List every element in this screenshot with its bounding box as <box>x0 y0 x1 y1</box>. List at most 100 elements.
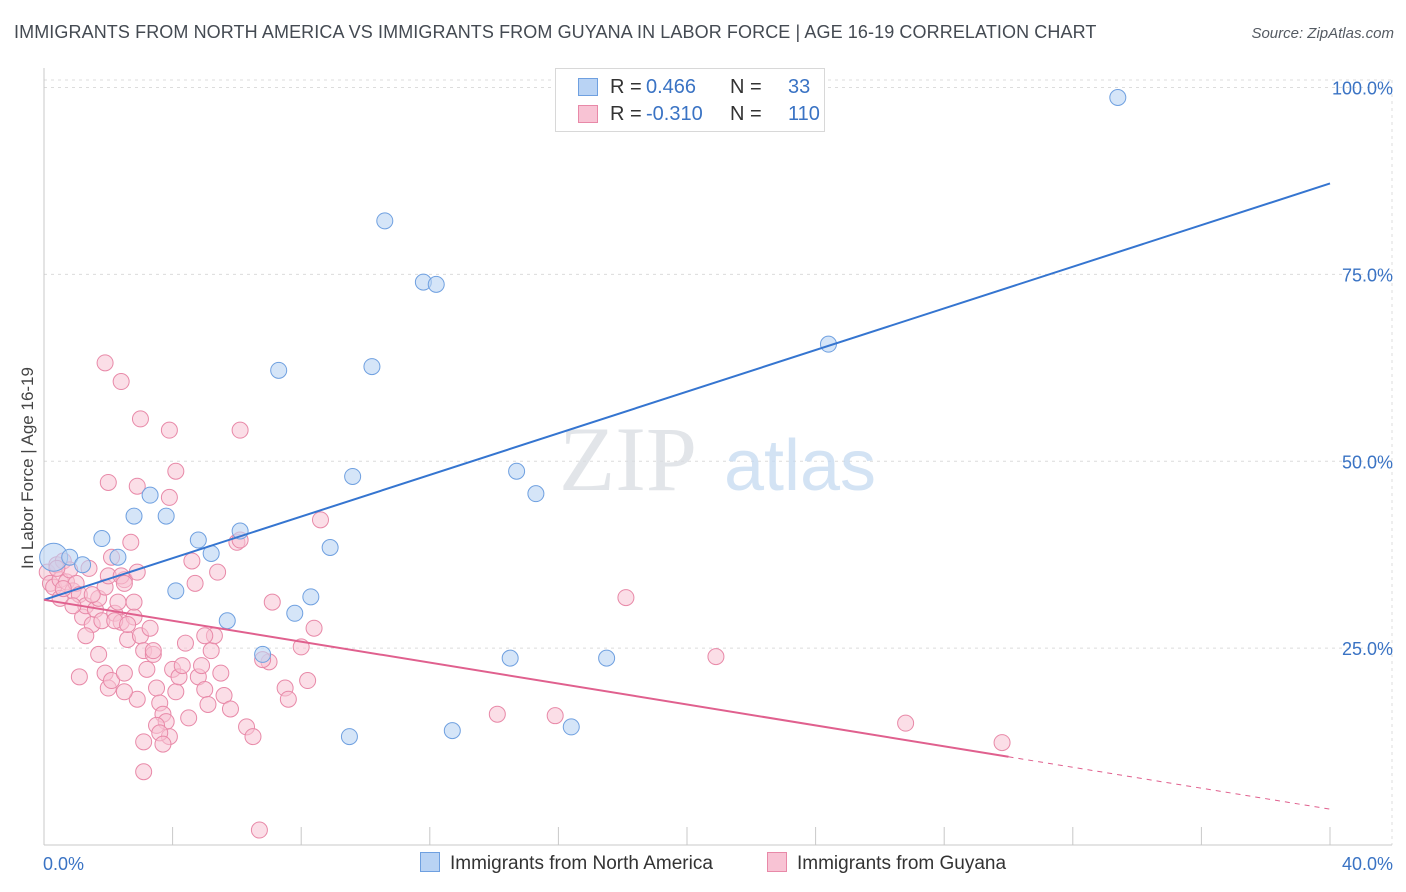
guyana-point <box>96 354 114 372</box>
guyana-point <box>70 668 88 686</box>
guyana-point <box>103 672 121 690</box>
guyana-point <box>115 664 133 682</box>
guyana-point <box>135 733 153 751</box>
watermark-atlas: atlas <box>724 426 876 506</box>
north-america-point <box>286 604 304 622</box>
north-america-point <box>340 728 358 746</box>
guyana-point <box>212 664 230 682</box>
north-america-point <box>427 275 445 293</box>
legend-n-label: N = <box>730 103 762 125</box>
legend-r-label: R = <box>610 76 642 98</box>
guyana-point <box>221 700 239 718</box>
guyana-point <box>263 593 281 611</box>
north-america-point <box>1109 89 1127 106</box>
guyana-point <box>231 421 249 439</box>
guyana-point <box>138 660 156 678</box>
legend-n-label: N = <box>730 76 762 98</box>
tick-labels: 25.0% 50.0% 75.0% 100.0% 0.0% 40.0% <box>43 79 1393 875</box>
guyana-point <box>154 735 172 753</box>
guyana-point <box>128 477 146 495</box>
guyana-point <box>119 615 137 633</box>
guyana-point <box>196 627 214 645</box>
north-america-point <box>302 588 320 606</box>
guyana-point <box>176 634 194 652</box>
north-america-point <box>344 467 362 485</box>
trend-lines <box>43 182 1331 810</box>
y-tick-label: 25.0% <box>1342 639 1393 659</box>
guyana-point <box>115 683 133 701</box>
y-tick-label: 100.0% <box>1332 79 1393 99</box>
north-america-point <box>125 507 143 525</box>
guyana-point <box>305 619 323 637</box>
north-america-point <box>189 531 207 549</box>
guyana-point <box>199 695 217 713</box>
north-america-point <box>501 649 519 667</box>
guyana-point <box>186 574 204 592</box>
guyana-point <box>99 473 117 491</box>
north-america-point <box>109 548 127 566</box>
legend-r-value: -0.310 <box>646 103 703 125</box>
north-america-point <box>443 722 461 740</box>
guyana-point <box>244 728 262 746</box>
guyana-point <box>167 683 185 701</box>
guyana-point <box>122 533 140 551</box>
legend-n-value: 33 <box>788 76 811 98</box>
bottom-legend-swatch-north-america <box>420 852 440 872</box>
north-america-point <box>562 718 580 736</box>
guyana-point <box>135 763 153 781</box>
north-america-point <box>270 361 288 379</box>
guyana-point <box>311 511 329 529</box>
series-guyana-points <box>38 354 1011 839</box>
guyana-point <box>617 589 635 607</box>
guyana-trend-extension <box>1008 756 1331 810</box>
north-america-point <box>141 486 159 504</box>
north-america-trend-line <box>43 182 1331 601</box>
guyana-point <box>707 648 725 666</box>
guyana-point <box>167 462 185 480</box>
north-america-point <box>218 612 236 630</box>
guyana-trend-line <box>43 598 1009 758</box>
guyana-point <box>202 642 220 660</box>
correlation-legend: R = 0.466 N = 33 R = -0.310 N = 110 <box>555 68 825 132</box>
legend-n-value: 110 <box>788 103 820 125</box>
y-axis-label: In Labor Force | Age 16-19 <box>18 367 37 569</box>
y-tick-label: 50.0% <box>1342 452 1393 472</box>
north-america-point <box>157 507 175 525</box>
guyana-point <box>183 552 201 570</box>
legend-swatch-north-america <box>578 78 598 96</box>
guyana-point <box>141 619 159 637</box>
guyana-point <box>279 690 297 708</box>
source-credit: Source: ZipAtlas.com <box>1251 25 1394 42</box>
guyana-point <box>299 672 317 690</box>
north-america-point <box>167 582 185 600</box>
bottom-legend-swatch-guyana <box>767 852 787 872</box>
north-america-point <box>508 462 526 480</box>
guyana-point <box>209 563 227 581</box>
guyana-point <box>144 642 162 660</box>
guyana-point <box>131 410 149 428</box>
x-tick-label: 0.0% <box>43 854 84 874</box>
legend-swatch-guyana <box>578 105 598 123</box>
guyana-point <box>196 681 214 699</box>
x-tick-label: 40.0% <box>1342 854 1393 874</box>
guyana-point <box>115 574 133 592</box>
north-america-point <box>527 485 545 503</box>
bottom-legend-guyana: Immigrants from Guyana <box>767 852 1006 875</box>
guyana-point <box>173 657 191 675</box>
guyana-point <box>546 707 564 725</box>
legend-r-label: R = <box>610 103 642 125</box>
guyana-point <box>897 714 915 732</box>
guyana-point <box>193 657 211 675</box>
guyana-point <box>180 709 198 727</box>
guyana-point <box>77 627 95 645</box>
guyana-point <box>128 690 146 708</box>
bottom-legend-north-america: Immigrants from North America <box>420 852 713 875</box>
axes <box>43 68 1392 846</box>
north-america-point <box>61 548 79 566</box>
chart-title: IMMIGRANTS FROM NORTH AMERICA VS IMMIGRA… <box>14 22 1097 42</box>
guyana-point <box>148 679 166 697</box>
guyana-point <box>109 593 127 611</box>
series-north-america-points <box>39 89 1127 746</box>
guyana-point <box>993 734 1011 752</box>
